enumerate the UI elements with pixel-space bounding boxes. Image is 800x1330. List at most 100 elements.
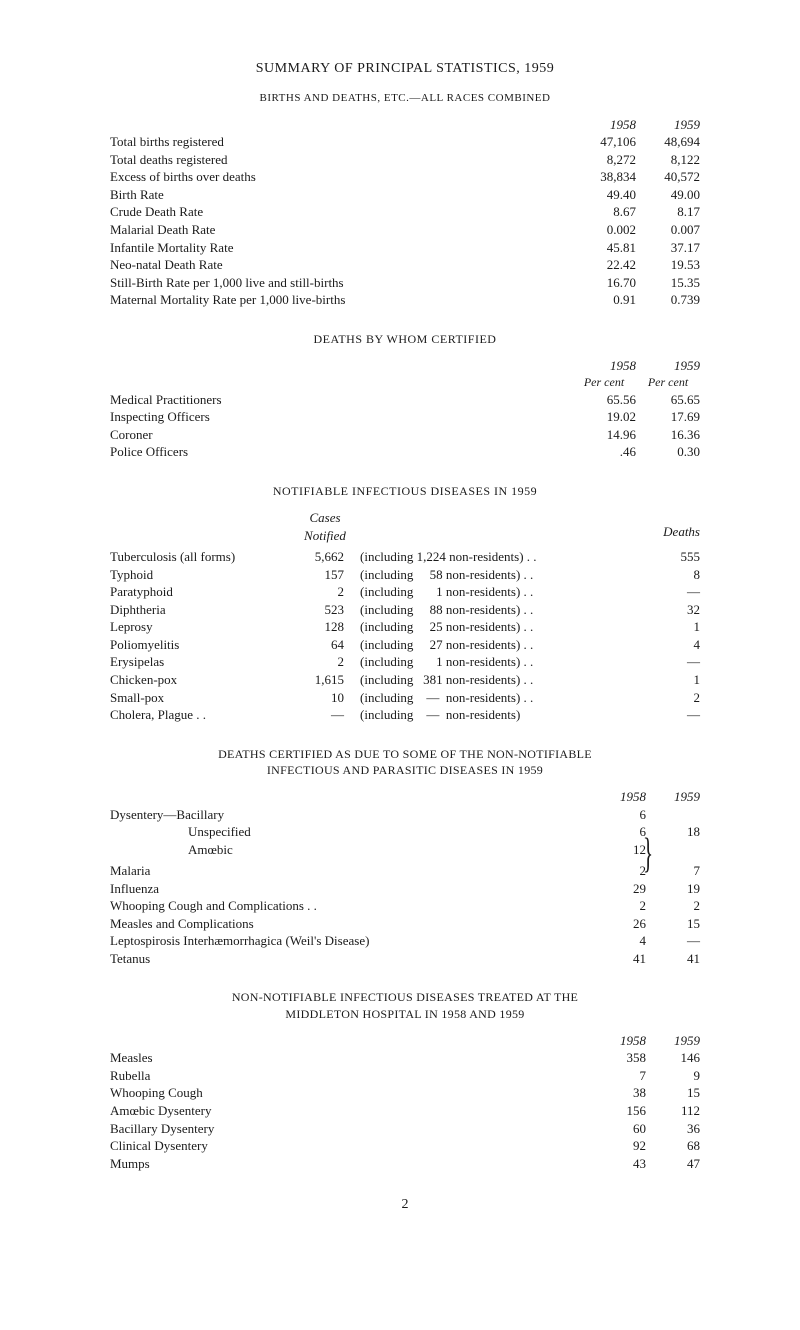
row-val1: 358 — [592, 1049, 646, 1067]
residents-note: (including 27 non-residents) . . — [360, 636, 645, 654]
row-val1: 0.91 — [572, 291, 636, 309]
table-row: Total deaths registered8,2728,122 — [110, 151, 700, 169]
residents-note: (including 381 non-residents) . . — [360, 671, 645, 689]
cases-hdr2: Notified — [290, 527, 360, 545]
row-label: Tetanus — [110, 950, 592, 968]
disease-name: Erysipelas — [110, 653, 290, 671]
row-label: Mumps — [110, 1155, 592, 1173]
row-val2: 16.36 — [636, 426, 700, 444]
row-val2: 36 — [646, 1120, 700, 1138]
dys-total-val: 18 — [646, 823, 700, 841]
cases-notified: 2 — [290, 653, 360, 671]
residents-note: (including 1 non-residents) . . — [360, 583, 645, 601]
dysentery-block: Dysentery—Bacillary 6 } Unspecified 6 18… — [110, 806, 700, 859]
table-row: Crude Death Rate8.678.17 — [110, 203, 700, 221]
row-val1: 45.81 — [572, 239, 636, 257]
row-val2: 2 — [646, 897, 700, 915]
notif-row: Tuberculosis (all forms)5,662(including … — [110, 548, 700, 566]
table4-year-header: 1958 1959 — [110, 788, 700, 806]
table-row: Police Officers.460.30 — [110, 443, 700, 461]
table-row: Medical Practitioners65.5665.65 — [110, 391, 700, 409]
table-row: Amœbic Dysentery156112 — [110, 1102, 700, 1120]
disease-name: Diphtheria — [110, 601, 290, 619]
row-val2: 41 — [646, 950, 700, 968]
row-val1: 0.002 — [572, 221, 636, 239]
row-val2: 0.30 — [636, 443, 700, 461]
table2-percent-row: Per cent Per cent — [110, 374, 700, 390]
dys-brace-cell: } — [646, 806, 700, 824]
cases-hdr1: Cases — [290, 509, 360, 527]
cases-notified: — — [290, 706, 360, 724]
row-val1: 41 — [592, 950, 646, 968]
cases-notified: 1,615 — [290, 671, 360, 689]
table-row: Excess of births over deaths38,83440,572 — [110, 168, 700, 186]
residents-note: (including — non-residents) — [360, 706, 645, 724]
row-val2: 7 — [646, 862, 700, 880]
table-row: Still-Birth Rate per 1,000 live and stil… — [110, 274, 700, 292]
row-val2: 112 — [646, 1102, 700, 1120]
table-row: Measles358146 — [110, 1049, 700, 1067]
cases-notified: 10 — [290, 689, 360, 707]
deaths-hdr: Deaths — [645, 523, 700, 558]
notif-row: Cholera, Plague . .—(including — non-res… — [110, 706, 700, 724]
row-label: Infantile Mortality Rate — [110, 239, 572, 257]
disease-name: Poliomyelitis — [110, 636, 290, 654]
row-val1: 8,272 — [572, 151, 636, 169]
row-val1: 8.67 — [572, 203, 636, 221]
table5-yr2: 1959 — [646, 1032, 700, 1050]
table2-year-header: 1958 1959 — [110, 357, 700, 375]
row-val2: 9 — [646, 1067, 700, 1085]
row-label: Measles — [110, 1049, 592, 1067]
row-label: Influenza — [110, 880, 592, 898]
row-label: Measles and Complications — [110, 915, 592, 933]
row-val2: 0.007 — [636, 221, 700, 239]
table1-yr1: 1958 — [572, 116, 636, 134]
row-val1: 14.96 — [572, 426, 636, 444]
row-val1: 47,106 — [572, 133, 636, 151]
table4-body: Malaria27Influenza2919Whooping Cough and… — [110, 862, 700, 967]
row-val1: 156 — [592, 1102, 646, 1120]
row-label: Bacillary Dysentery — [110, 1120, 592, 1138]
table-row: Infantile Mortality Rate45.8137.17 — [110, 239, 700, 257]
disease-name: Small-pox — [110, 689, 290, 707]
table4-title2: INFECTIOUS AND PARASITIC DISEASES IN 195… — [110, 762, 700, 778]
row-label: Still-Birth Rate per 1,000 live and stil… — [110, 274, 572, 292]
table5-year-header: 1958 1959 — [110, 1032, 700, 1050]
table2-yr2: 1959 — [636, 357, 700, 375]
row-label: Medical Practitioners — [110, 391, 572, 409]
table-row: Maternal Mortality Rate per 1,000 live-b… — [110, 291, 700, 309]
disease-name: Leprosy — [110, 618, 290, 636]
residents-note: (including 1,224 non-residents) . . — [360, 548, 645, 566]
table3-body: Tuberculosis (all forms)5,662(including … — [110, 548, 700, 723]
row-val2: — — [646, 932, 700, 950]
row-val2: 15 — [646, 1084, 700, 1102]
notif-row: Chicken-pox1,615(including 381 non-resid… — [110, 671, 700, 689]
notif-row: Leprosy128(including 25 non-residents) .… — [110, 618, 700, 636]
notif-row: Poliomyelitis64(including 27 non-residen… — [110, 636, 700, 654]
deaths-count: — — [645, 706, 700, 724]
row-val2: 40,572 — [636, 168, 700, 186]
row-label: Birth Rate — [110, 186, 572, 204]
notif-row: Erysipelas2(including 1 non-residents) .… — [110, 653, 700, 671]
table-row: Bacillary Dysentery6036 — [110, 1120, 700, 1138]
row-val1: 22.42 — [572, 256, 636, 274]
residents-note: (including 88 non-residents) . . — [360, 601, 645, 619]
disease-name: Paratyphoid — [110, 583, 290, 601]
deaths-count: 4 — [645, 636, 700, 654]
page-number: 2 — [110, 1196, 700, 1215]
table1-yr2: 1959 — [636, 116, 700, 134]
row-val2: 19 — [646, 880, 700, 898]
table5-title2: MIDDLETON HOSPITAL IN 1958 AND 1959 — [110, 1006, 700, 1022]
cases-notified: 523 — [290, 601, 360, 619]
table-row: Malaria27 — [110, 862, 700, 880]
row-val1: 2 — [592, 862, 646, 880]
notif-row: Typhoid157(including 58 non-residents) .… — [110, 566, 700, 584]
table2-pc2: Per cent — [636, 374, 700, 390]
table3-header: Cases Notified Deaths — [110, 509, 700, 544]
table3-title: NOTIFIABLE INFECTIOUS DISEASES IN 1959 — [110, 483, 700, 499]
table1-year-header: 1958 1959 — [110, 116, 700, 134]
row-val2: 49.00 — [636, 186, 700, 204]
dys-unspec-val: 6 — [592, 823, 646, 841]
row-val1: 92 — [592, 1137, 646, 1155]
table-row: Malarial Death Rate0.0020.007 — [110, 221, 700, 239]
